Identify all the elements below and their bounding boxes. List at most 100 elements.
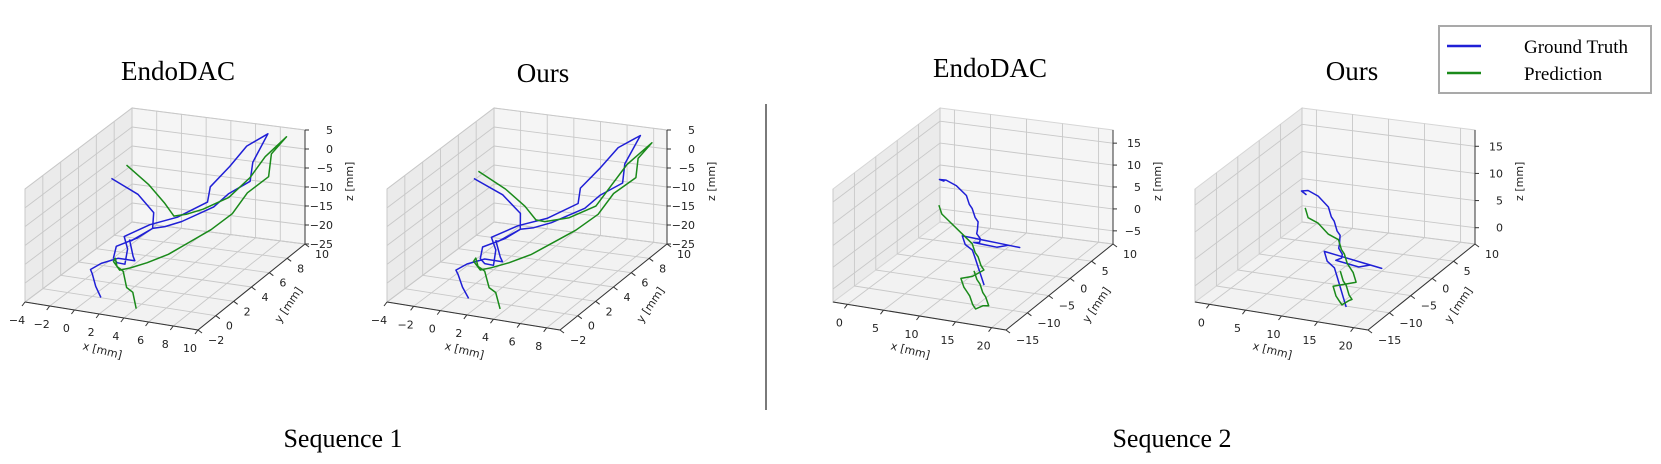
x-tick-label: 4 (112, 330, 119, 343)
grid-y (96, 248, 270, 274)
y-tick-label: −15 (1378, 334, 1401, 347)
grid-z (24, 164, 133, 246)
y-tick-label: 5 (1464, 265, 1471, 278)
y-tick (559, 329, 565, 334)
grid-y (1280, 237, 1454, 262)
grid-y (918, 237, 1092, 262)
y-tick (1389, 312, 1394, 317)
y-tick-label: 2 (606, 305, 613, 318)
grid-z (832, 208, 941, 290)
x-tick-label: 10 (905, 328, 919, 341)
grid-z (939, 208, 1114, 232)
grid-z (1301, 150, 1476, 174)
z-tick-label: 10 (1489, 167, 1503, 180)
y-tick (595, 300, 600, 305)
y-tick-label: −10 (1037, 317, 1060, 330)
x-tick (383, 301, 388, 307)
x-tick (543, 327, 548, 333)
x-tick (916, 315, 920, 321)
grid-y (422, 274, 596, 302)
x-tick-label: 20 (1339, 340, 1353, 353)
trajectory-ground-truth (1300, 189, 1383, 308)
x-tick (95, 313, 100, 319)
grid-x (955, 237, 1063, 323)
grid-z (386, 107, 495, 190)
grid-z (131, 164, 306, 188)
grid-z (493, 202, 668, 226)
grid-y (114, 234, 288, 259)
x-tick-label: 15 (941, 334, 955, 347)
grid-z (939, 142, 1114, 166)
x-tick-label: −2 (34, 318, 50, 331)
z-tick-label: 5 (326, 124, 333, 137)
z-tick-label: −5 (317, 162, 333, 175)
grid-y (42, 288, 216, 317)
x-tick (463, 314, 468, 320)
y-tick (1474, 243, 1480, 248)
grid-y (897, 253, 1071, 279)
y-tick (1048, 295, 1054, 300)
z-tick-label: −10 (672, 181, 695, 194)
x-tick (490, 318, 494, 324)
y-tick-label: −10 (1399, 317, 1422, 330)
y-tick-label: 0 (588, 320, 595, 333)
grid-z (1194, 123, 1303, 206)
x-axis-line (386, 301, 561, 331)
y-tick (1410, 295, 1416, 300)
grid-z (493, 183, 668, 207)
z-tick-label: −15 (310, 200, 333, 213)
panel-1: EndoDAC−4 −2 0 2 4 6 8 10−20246810−25−20−15−10−… (9, 56, 356, 362)
grid-y (1216, 285, 1390, 314)
panel-title: Ours (517, 58, 570, 88)
y-tick (286, 257, 292, 262)
x-tick-label: 10 (183, 342, 197, 355)
y-tick-label: 0 (226, 320, 233, 333)
y-tick-label: 8 (297, 262, 304, 275)
y-tick-label: −2 (570, 334, 586, 347)
y-tick (1005, 329, 1011, 334)
grid-z (131, 126, 306, 150)
y-tick (1367, 329, 1373, 334)
y-tick-label: 0 (1442, 282, 1449, 295)
legend-label-prediction: Prediction (1524, 64, 1603, 85)
grid-x (1317, 237, 1425, 323)
x-tick-label: 20 (977, 340, 991, 353)
grid-y (404, 288, 578, 317)
x-tick-label: 5 (872, 322, 879, 335)
x-tick-label: 2 (88, 326, 95, 339)
y-tick (1027, 312, 1032, 317)
y-tick-label: −5 (1059, 300, 1075, 313)
y-tick-label: 4 (262, 291, 269, 304)
y-tick (1069, 277, 1075, 282)
grid-z (1194, 178, 1303, 260)
trajectory-ground-truth (89, 133, 269, 298)
grid-z (493, 221, 668, 245)
grid-y (939, 221, 1114, 245)
x-tick (1242, 309, 1246, 315)
grid-z (24, 145, 133, 228)
x-tick (145, 321, 149, 327)
x-tick (1350, 327, 1354, 332)
grid-x (919, 232, 1027, 317)
y-tick (215, 315, 221, 320)
z-axis-label: z [mm] (705, 162, 718, 201)
y-tick (613, 286, 618, 291)
grid-z (1301, 178, 1476, 202)
y-tick (269, 272, 274, 277)
x-tick (844, 304, 848, 309)
z-tick-label: −25 (310, 238, 333, 251)
y-tick-label: −15 (1016, 334, 1039, 347)
z-tick-label: −20 (310, 219, 333, 232)
grid-y (1259, 253, 1433, 279)
z-tick-label: 5 (1496, 195, 1503, 208)
x-tick (1278, 315, 1282, 321)
grid-y (458, 248, 632, 274)
y-tick-label: 8 (659, 262, 666, 275)
grid-x (883, 228, 991, 311)
x-tick-label: 0 (1198, 316, 1205, 329)
grid-z (1194, 151, 1303, 233)
grid-y (854, 285, 1028, 314)
legend-frame (1438, 25, 1652, 94)
grid-x (1353, 241, 1461, 329)
x-tick-label: −4 (371, 314, 387, 327)
